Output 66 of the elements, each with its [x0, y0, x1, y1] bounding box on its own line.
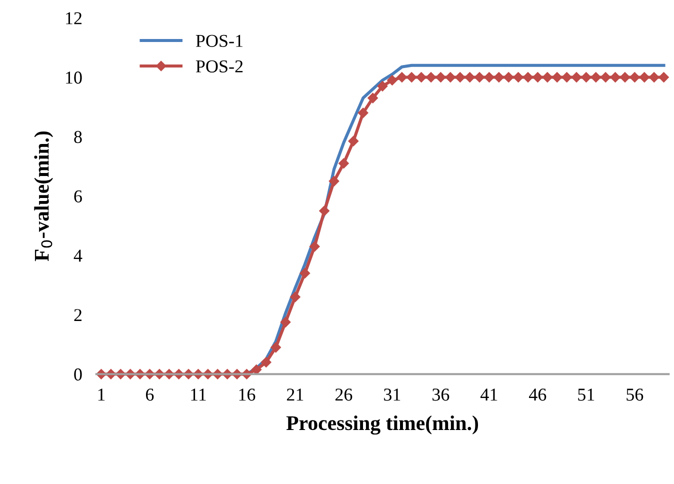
point: [581, 72, 592, 82]
point: [494, 72, 504, 82]
x-tick-label: 56: [626, 388, 644, 401]
point: [387, 75, 398, 86]
point: [426, 72, 436, 82]
point: [562, 72, 572, 82]
x-axis-title: Processing time(min.): [286, 416, 478, 435]
point: [454, 72, 466, 82]
point: [648, 72, 660, 82]
legend-label: POS-1: [196, 34, 242, 47]
y-axis-title: F$_{0}$-value(min.): [34, 131, 54, 262]
point: [484, 72, 494, 82]
x-tick-label: 21: [286, 388, 304, 401]
point: [474, 72, 485, 82]
legend-label: POS-2: [196, 60, 243, 72]
point: [503, 72, 514, 82]
point: [251, 364, 262, 375]
point: [300, 268, 310, 278]
point: [532, 72, 543, 82]
point: [436, 72, 446, 82]
point: [290, 292, 300, 302]
y-tick-label: 6: [74, 190, 82, 202]
point: [368, 92, 378, 104]
point: [416, 72, 426, 82]
x-tick-label: 41: [480, 388, 498, 401]
point: [280, 317, 291, 328]
point: [396, 72, 408, 82]
x-tick-label: 46: [529, 388, 546, 401]
y-tick-label: 10: [66, 72, 82, 84]
point: [542, 72, 552, 82]
point: [338, 158, 349, 168]
x-tick-label: 6: [146, 388, 154, 401]
y-tick-label: 12: [66, 12, 82, 24]
x-tick-label: 16: [239, 388, 256, 401]
point: [328, 176, 340, 186]
y-tick-label: 0: [74, 368, 82, 381]
x-tick-label: 11: [191, 388, 206, 401]
point: [522, 72, 534, 82]
point: [464, 72, 475, 82]
y-tick-label: 8: [74, 130, 82, 144]
y-tick-label: 2: [74, 309, 82, 322]
point: [590, 72, 601, 82]
x-tick-label: 36: [432, 388, 450, 401]
x-tick-label: 1: [98, 388, 105, 401]
point: [639, 72, 650, 82]
y-tick-label: 4: [74, 250, 82, 262]
point: [309, 241, 320, 252]
point: [658, 72, 669, 82]
point: [600, 72, 611, 82]
x-tick-label: 31: [384, 388, 400, 401]
x-tick-label: 26: [335, 388, 352, 401]
point: [270, 342, 281, 353]
point: [406, 72, 417, 82]
point: [377, 81, 388, 92]
x-tick-label: 51: [578, 388, 594, 401]
point: [630, 72, 640, 82]
point: [552, 72, 562, 82]
point: [445, 72, 456, 82]
point: [571, 72, 582, 82]
point: [348, 136, 359, 146]
point: [513, 72, 524, 82]
point: [260, 357, 272, 368]
point: [610, 72, 620, 82]
point: [319, 206, 330, 216]
point: [620, 72, 630, 82]
point: [358, 108, 368, 118]
